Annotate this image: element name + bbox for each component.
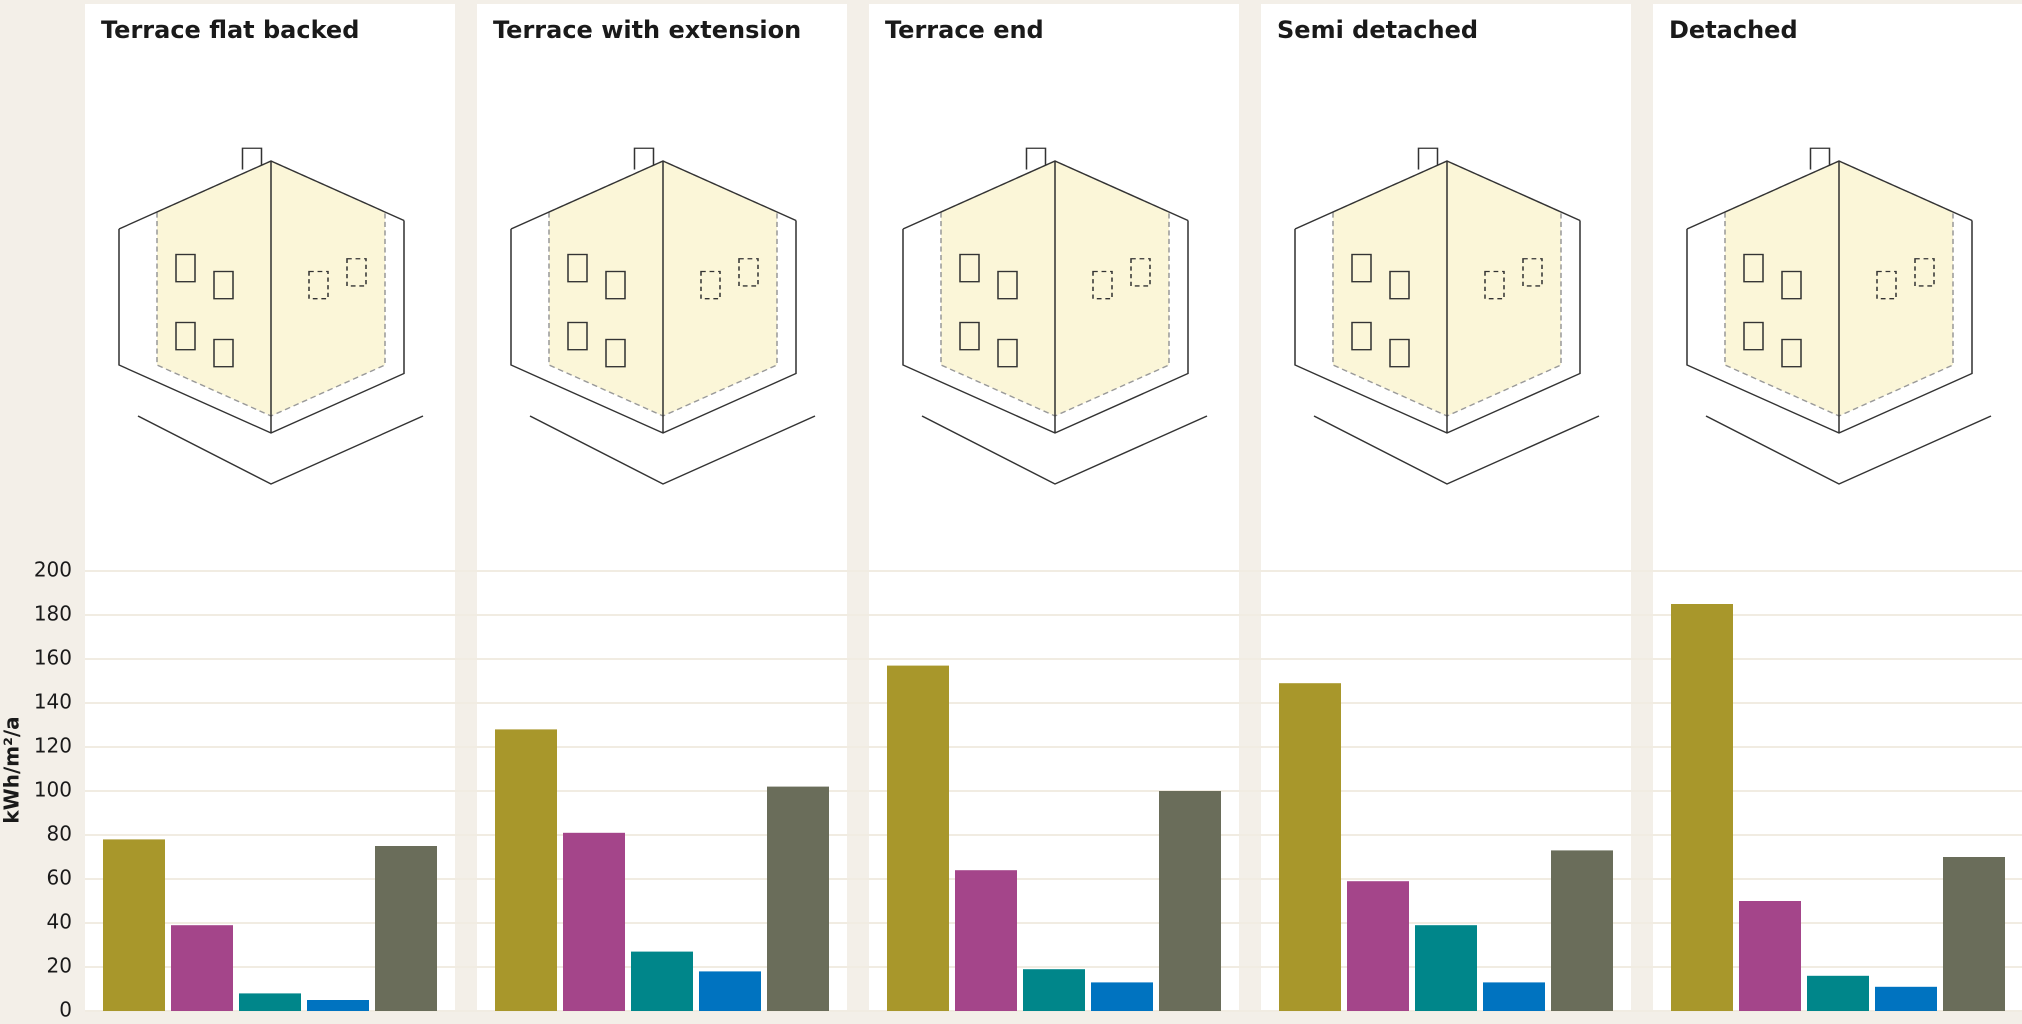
bar — [1023, 969, 1085, 1011]
bar — [1551, 850, 1613, 1011]
panel-title: Terrace flat backed — [101, 16, 359, 44]
bar — [1671, 604, 1733, 1011]
bar — [1739, 901, 1801, 1011]
bar — [1347, 881, 1409, 1011]
y-tick-label: 100 — [34, 778, 72, 802]
bar — [1943, 857, 2005, 1011]
bar — [955, 870, 1017, 1011]
bar — [887, 665, 949, 1011]
bar — [307, 1000, 369, 1011]
y-tick-label: 60 — [47, 866, 72, 890]
bar — [1483, 982, 1545, 1011]
bar — [631, 951, 693, 1011]
panel-title: Detached — [1669, 16, 1798, 44]
y-tick-label: 0 — [59, 998, 72, 1022]
y-tick-label: 200 — [34, 558, 72, 582]
bar — [563, 832, 625, 1011]
bar — [1279, 683, 1341, 1011]
y-axis-title: kWh/m²/a — [0, 716, 24, 823]
panel-title: Terrace end — [885, 16, 1044, 44]
bar — [1415, 925, 1477, 1011]
y-tick-label: 20 — [47, 954, 72, 978]
bar — [1875, 986, 1937, 1011]
bar — [495, 729, 557, 1011]
panel-title: Semi detached — [1277, 16, 1478, 44]
y-tick-label: 140 — [34, 690, 72, 714]
y-tick-label: 120 — [34, 734, 72, 758]
bar — [239, 993, 301, 1011]
bar — [699, 971, 761, 1011]
bar — [1159, 791, 1221, 1011]
bar — [103, 839, 165, 1011]
bar — [1091, 982, 1153, 1011]
y-tick-label: 40 — [47, 910, 72, 934]
bar — [375, 846, 437, 1011]
bar — [767, 786, 829, 1011]
y-tick-label: 160 — [34, 646, 72, 670]
panel-title: Terrace with extension — [493, 16, 801, 44]
bar — [1807, 975, 1869, 1011]
y-tick-label: 180 — [34, 602, 72, 626]
bar — [171, 925, 233, 1011]
y-tick-label: 80 — [47, 822, 72, 846]
